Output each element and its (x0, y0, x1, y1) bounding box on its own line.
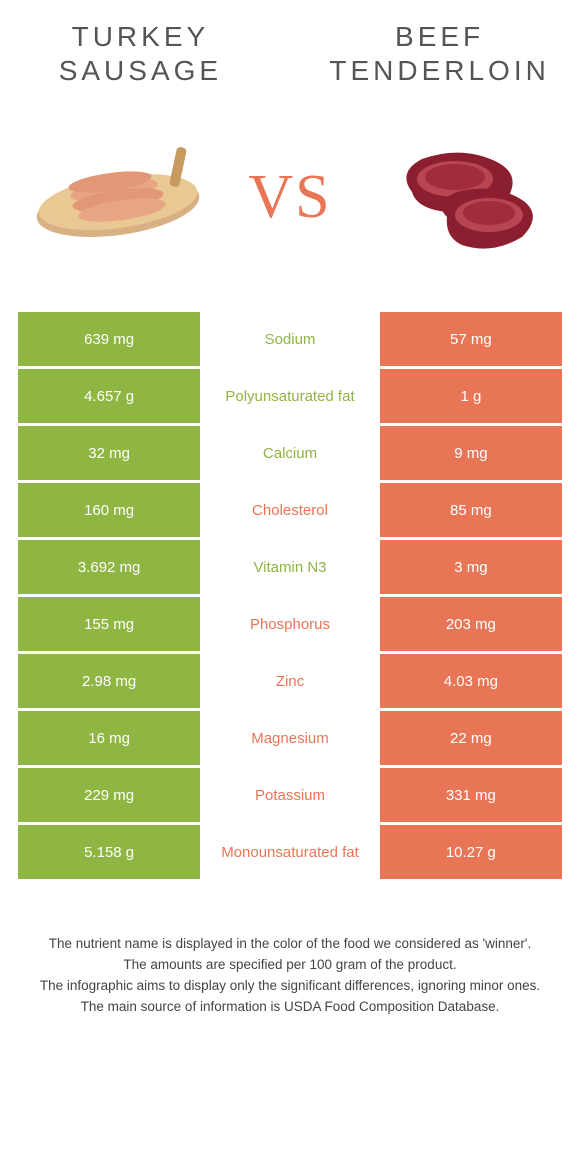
right-value-cell: 85 mg (380, 483, 562, 537)
footer-line-4: The main source of information is USDA F… (26, 997, 554, 1018)
right-value-cell: 1 g (380, 369, 562, 423)
table-row: 4.657 gPolyunsaturated fat1 g (18, 369, 562, 423)
left-title-line1: Turkey (72, 21, 210, 52)
nutrient-name-cell: Cholesterol (200, 483, 380, 537)
table-row: 160 mgCholesterol85 mg (18, 483, 562, 537)
left-value-cell: 155 mg (18, 597, 200, 651)
footer-line-1: The nutrient name is displayed in the co… (26, 934, 554, 955)
nutrient-name-cell: Monounsaturated fat (200, 825, 380, 879)
sausage-icon (28, 142, 208, 252)
right-value-cell: 9 mg (380, 426, 562, 480)
left-value-cell: 32 mg (18, 426, 200, 480)
footer-line-2: The amounts are specified per 100 gram o… (26, 955, 554, 976)
left-value-cell: 229 mg (18, 768, 200, 822)
nutrient-name-cell: Phosphorus (200, 597, 380, 651)
left-value-cell: 5.158 g (18, 825, 200, 879)
left-value-cell: 2.98 mg (18, 654, 200, 708)
right-value-cell: 57 mg (380, 312, 562, 366)
beef-icon (377, 137, 547, 257)
table-row: 2.98 mgZinc4.03 mg (18, 654, 562, 708)
table-row: 5.158 gMonounsaturated fat10.27 g (18, 825, 562, 879)
right-value-cell: 4.03 mg (380, 654, 562, 708)
footer-notes: The nutrient name is displayed in the co… (18, 934, 562, 1018)
table-row: 155 mgPhosphorus203 mg (18, 597, 562, 651)
right-title-line1: Beef (395, 21, 484, 52)
nutrient-name-cell: Sodium (200, 312, 380, 366)
vs-label: VS (248, 162, 331, 233)
left-food-image (28, 137, 208, 257)
nutrient-name-cell: Magnesium (200, 711, 380, 765)
table-row: 229 mgPotassium331 mg (18, 768, 562, 822)
left-value-cell: 639 mg (18, 312, 200, 366)
nutrient-name-cell: Zinc (200, 654, 380, 708)
left-value-cell: 16 mg (18, 711, 200, 765)
nutrient-name-cell: Polyunsaturated fat (200, 369, 380, 423)
left-food-title: Turkey sausage (18, 20, 263, 87)
table-row: 16 mgMagnesium22 mg (18, 711, 562, 765)
left-title-line2: sausage (59, 55, 222, 86)
nutrient-table: 639 mgSodium57 mg4.657 gPolyunsaturated … (18, 312, 562, 879)
footer-line-3: The infographic aims to display only the… (26, 976, 554, 997)
left-value-cell: 160 mg (18, 483, 200, 537)
nutrient-name-cell: Vitamin N3 (200, 540, 380, 594)
vs-row: VS (18, 137, 562, 257)
left-value-cell: 4.657 g (18, 369, 200, 423)
right-food-title: Beef tenderloin (317, 20, 562, 87)
right-food-image (372, 137, 552, 257)
right-title-line2: tenderloin (329, 55, 549, 86)
nutrient-name-cell: Calcium (200, 426, 380, 480)
table-row: 639 mgSodium57 mg (18, 312, 562, 366)
table-row: 32 mgCalcium9 mg (18, 426, 562, 480)
left-value-cell: 3.692 mg (18, 540, 200, 594)
table-row: 3.692 mgVitamin N33 mg (18, 540, 562, 594)
nutrient-name-cell: Potassium (200, 768, 380, 822)
right-value-cell: 203 mg (380, 597, 562, 651)
right-value-cell: 10.27 g (380, 825, 562, 879)
header: Turkey sausage Beef tenderloin (18, 20, 562, 87)
right-value-cell: 331 mg (380, 768, 562, 822)
right-value-cell: 3 mg (380, 540, 562, 594)
right-value-cell: 22 mg (380, 711, 562, 765)
